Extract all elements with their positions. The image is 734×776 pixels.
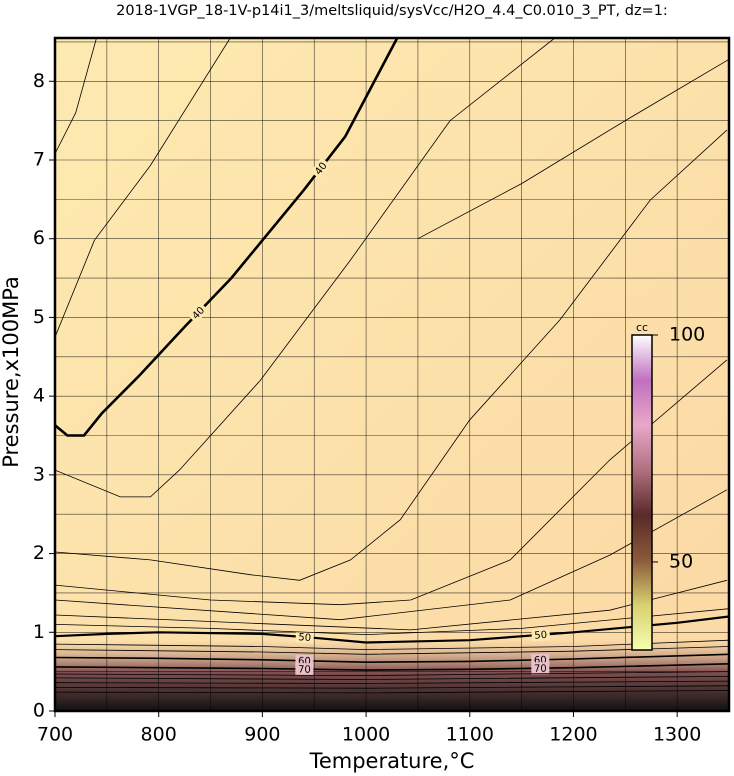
contour-line	[55, 690, 729, 694]
contour-label-box	[295, 662, 314, 676]
contour-line	[55, 38, 556, 498]
contour-label-group: 50	[531, 628, 551, 642]
x-axis-label: Temperature,°C	[309, 749, 475, 773]
x-tick-label: 700	[37, 724, 73, 746]
contour-line	[55, 671, 729, 677]
contour-label-box	[187, 302, 209, 324]
y-tick-label: 2	[33, 542, 45, 564]
contour-line	[55, 38, 231, 338]
contour-line	[55, 129, 728, 581]
colorbar	[631, 334, 653, 651]
contour-line	[55, 579, 727, 631]
contour-label-group: 70	[531, 662, 550, 675]
y-tick-label: 3	[33, 463, 45, 485]
contour-label: 60	[298, 656, 311, 667]
y-tick-label: 1	[33, 621, 45, 643]
colorbar-tick-label: 50	[669, 550, 693, 572]
plot-frame	[53, 36, 731, 713]
contour-line	[55, 646, 729, 655]
contour-line	[55, 663, 729, 671]
x-tick-label: 900	[244, 724, 280, 746]
contour-line	[55, 685, 729, 689]
contour-label-box	[531, 628, 551, 642]
contour-label: 50	[298, 632, 312, 644]
y-axis-label: Pressure,x100MPa	[0, 276, 23, 468]
x-tick-label: 800	[141, 724, 177, 746]
contour-label: 70	[298, 665, 311, 676]
x-tick-label: 1100	[446, 724, 494, 746]
contour-label: 50	[534, 630, 548, 642]
contour-label-box	[310, 157, 331, 180]
plot-background	[55, 38, 729, 711]
contour-label-group: 70	[295, 662, 314, 676]
x-tick-label: 1200	[549, 724, 597, 746]
contour-label-box	[295, 630, 315, 644]
y-tick-label: 6	[33, 227, 45, 249]
contour-label-box	[531, 662, 550, 675]
contour-line	[55, 615, 729, 644]
contour-line	[55, 680, 729, 684]
chart-title: 2018-1VGP_18-1V-p14i1_3/meltsliquid/sysV…	[116, 3, 668, 19]
colorbar-tick-label: 100	[669, 324, 705, 346]
y-tick-label: 5	[33, 306, 45, 328]
x-tick-label: 1300	[653, 724, 701, 746]
contour-line	[55, 653, 729, 664]
x-tick-label: 1000	[342, 724, 390, 746]
contour-label: 60	[534, 655, 547, 666]
contour-line	[55, 38, 97, 154]
contour-line	[55, 608, 729, 636]
contour-line	[55, 676, 729, 680]
y-tick-label: 4	[33, 385, 45, 407]
contour-label-group: 50	[295, 630, 315, 644]
y-tick-label: 8	[33, 70, 45, 92]
y-tick-label: 7	[33, 149, 45, 171]
contour-line	[417, 58, 729, 240]
y-tick-label: 0	[33, 700, 45, 722]
contour-line	[55, 639, 729, 651]
contour-label: 70	[534, 664, 547, 675]
contour-line	[55, 359, 728, 606]
colorbar-label: cc	[636, 321, 648, 334]
